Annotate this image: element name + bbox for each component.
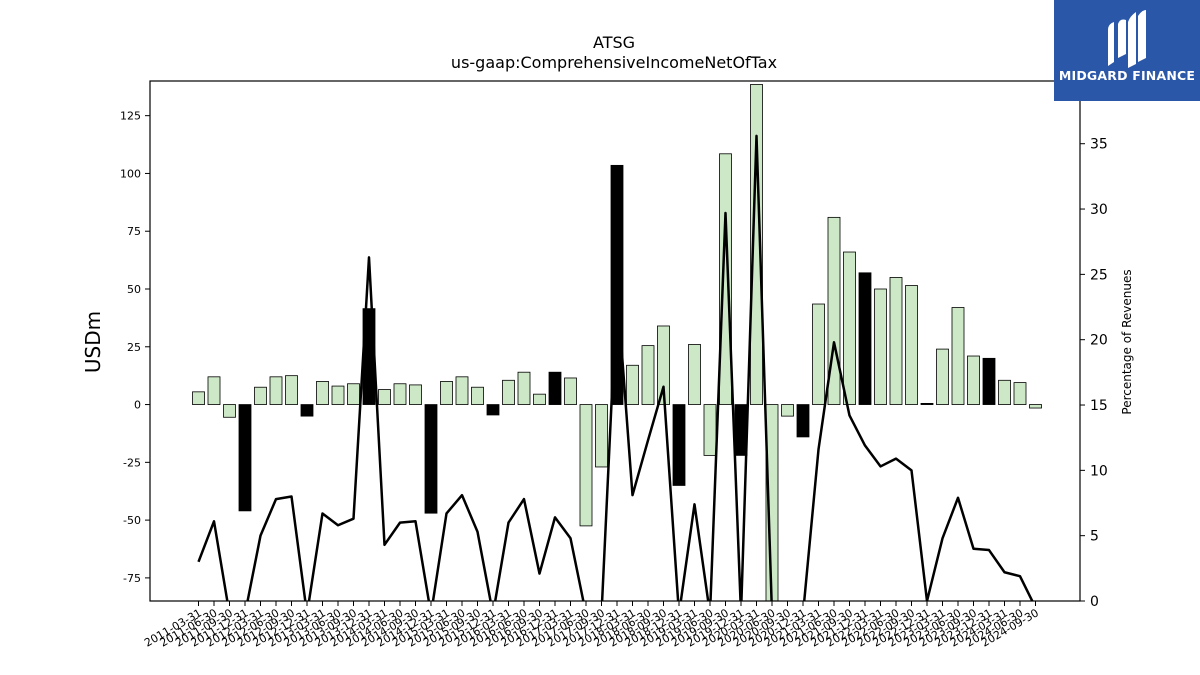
line-layer [197, 134, 1034, 601]
bar-2024-03-31 [998, 379, 1011, 405]
y-tick-label: 125 [120, 110, 141, 123]
chart-subtitle: us-gaap:ComprehensiveIncomeNetOfTax [451, 53, 777, 72]
bar-2023-03-31 [936, 348, 949, 405]
y-tick-label: 25 [127, 341, 141, 354]
y-tick-label: 75 [127, 225, 141, 238]
bar-2013-03-31 [316, 381, 329, 405]
y2-tick-label: 5 [1090, 529, 1099, 545]
bar-2022-06-30 [889, 277, 903, 405]
bar-2013-09-30 [347, 383, 360, 405]
bar-2024-06-30 [1013, 382, 1027, 405]
bar-2014-06-30 [393, 383, 407, 405]
bar-2011-09-30 [223, 404, 236, 418]
bar-2020-12-31 [796, 404, 810, 438]
bar-2015-06-30 [455, 376, 469, 405]
bar-2015-12-31 [486, 404, 500, 416]
bar-2016-06-30 [517, 371, 531, 405]
midgard-logo-icon [1108, 10, 1146, 68]
bar-2014-09-30 [409, 384, 422, 405]
plot-frame [149, 80, 1081, 602]
bar-2014-03-31 [378, 389, 391, 405]
bar-2017-09-30 [595, 404, 608, 468]
y2-tick-label: 25 [1090, 267, 1108, 283]
brand-logo: MIDGARD FINANCE [1054, 0, 1200, 101]
bar-2015-03-31 [440, 381, 453, 405]
axes-layer: -75-50-250255075100125051015202530352011… [120, 80, 1108, 650]
y-tick-label: 50 [127, 283, 141, 296]
bar-2019-03-31 [688, 344, 701, 405]
bar-2012-12-31 [300, 404, 314, 417]
bar-2011-03-31 [192, 391, 205, 405]
chart-title: ATSG [593, 33, 635, 52]
y2-tick-label: 0 [1090, 594, 1099, 610]
bar-2016-03-31 [502, 379, 515, 405]
bar-2019-06-30 [703, 404, 717, 456]
bar-2020-03-31 [750, 84, 763, 405]
bar-2024-09-30 [1029, 404, 1042, 409]
bar-2019-09-30 [719, 153, 732, 405]
bar-2022-12-31 [920, 402, 934, 405]
logo-text: MIDGARD FINANCE [1058, 68, 1196, 83]
y2-tick-label: 15 [1090, 398, 1108, 414]
bar-2018-03-31 [626, 364, 639, 405]
bar-2017-03-31 [564, 377, 577, 405]
bar-2018-12-31 [672, 404, 686, 486]
bar-2016-09-30 [533, 393, 546, 405]
y-axis-label: USDm [81, 311, 105, 373]
bar-2012-03-31 [254, 386, 267, 405]
y2-tick-label: 20 [1090, 333, 1108, 349]
bar-2022-09-30 [905, 285, 918, 405]
bar-2018-06-30 [641, 345, 655, 405]
y-tick-label: 100 [120, 167, 141, 180]
bar-2011-06-30 [207, 376, 221, 405]
bars-layer [192, 84, 1042, 601]
y-tick-label: -25 [123, 456, 141, 469]
bar-2023-12-31 [982, 357, 996, 405]
bar-2023-06-30 [951, 307, 965, 405]
bar-2013-06-30 [331, 385, 345, 405]
bar-2011-12-31 [238, 404, 252, 512]
y2-tick-label: 30 [1090, 202, 1108, 218]
y-tick-label: -50 [123, 514, 141, 527]
bar-2020-09-30 [781, 404, 794, 417]
bar-2021-12-31 [858, 272, 872, 405]
y2-axis-label: Percentage of Revenues [1120, 269, 1134, 414]
line-percentage-of-revenues [197, 134, 1034, 601]
bar-2021-03-31 [812, 303, 825, 405]
bar-2017-06-30 [579, 404, 593, 527]
y2-tick-label: 10 [1090, 463, 1108, 479]
y-tick-label: 0 [134, 399, 141, 412]
bar-2014-12-31 [424, 404, 438, 514]
bar-2012-06-30 [269, 376, 283, 405]
bar-2016-12-31 [548, 371, 562, 405]
bar-2022-03-31 [874, 288, 887, 405]
bar-2012-09-30 [285, 375, 298, 405]
bar-2015-09-30 [471, 386, 484, 405]
y2-tick-label: 35 [1090, 137, 1108, 153]
bar-2023-09-30 [967, 355, 980, 405]
bar-2021-09-30 [843, 251, 856, 405]
y-tick-label: -75 [123, 572, 141, 585]
